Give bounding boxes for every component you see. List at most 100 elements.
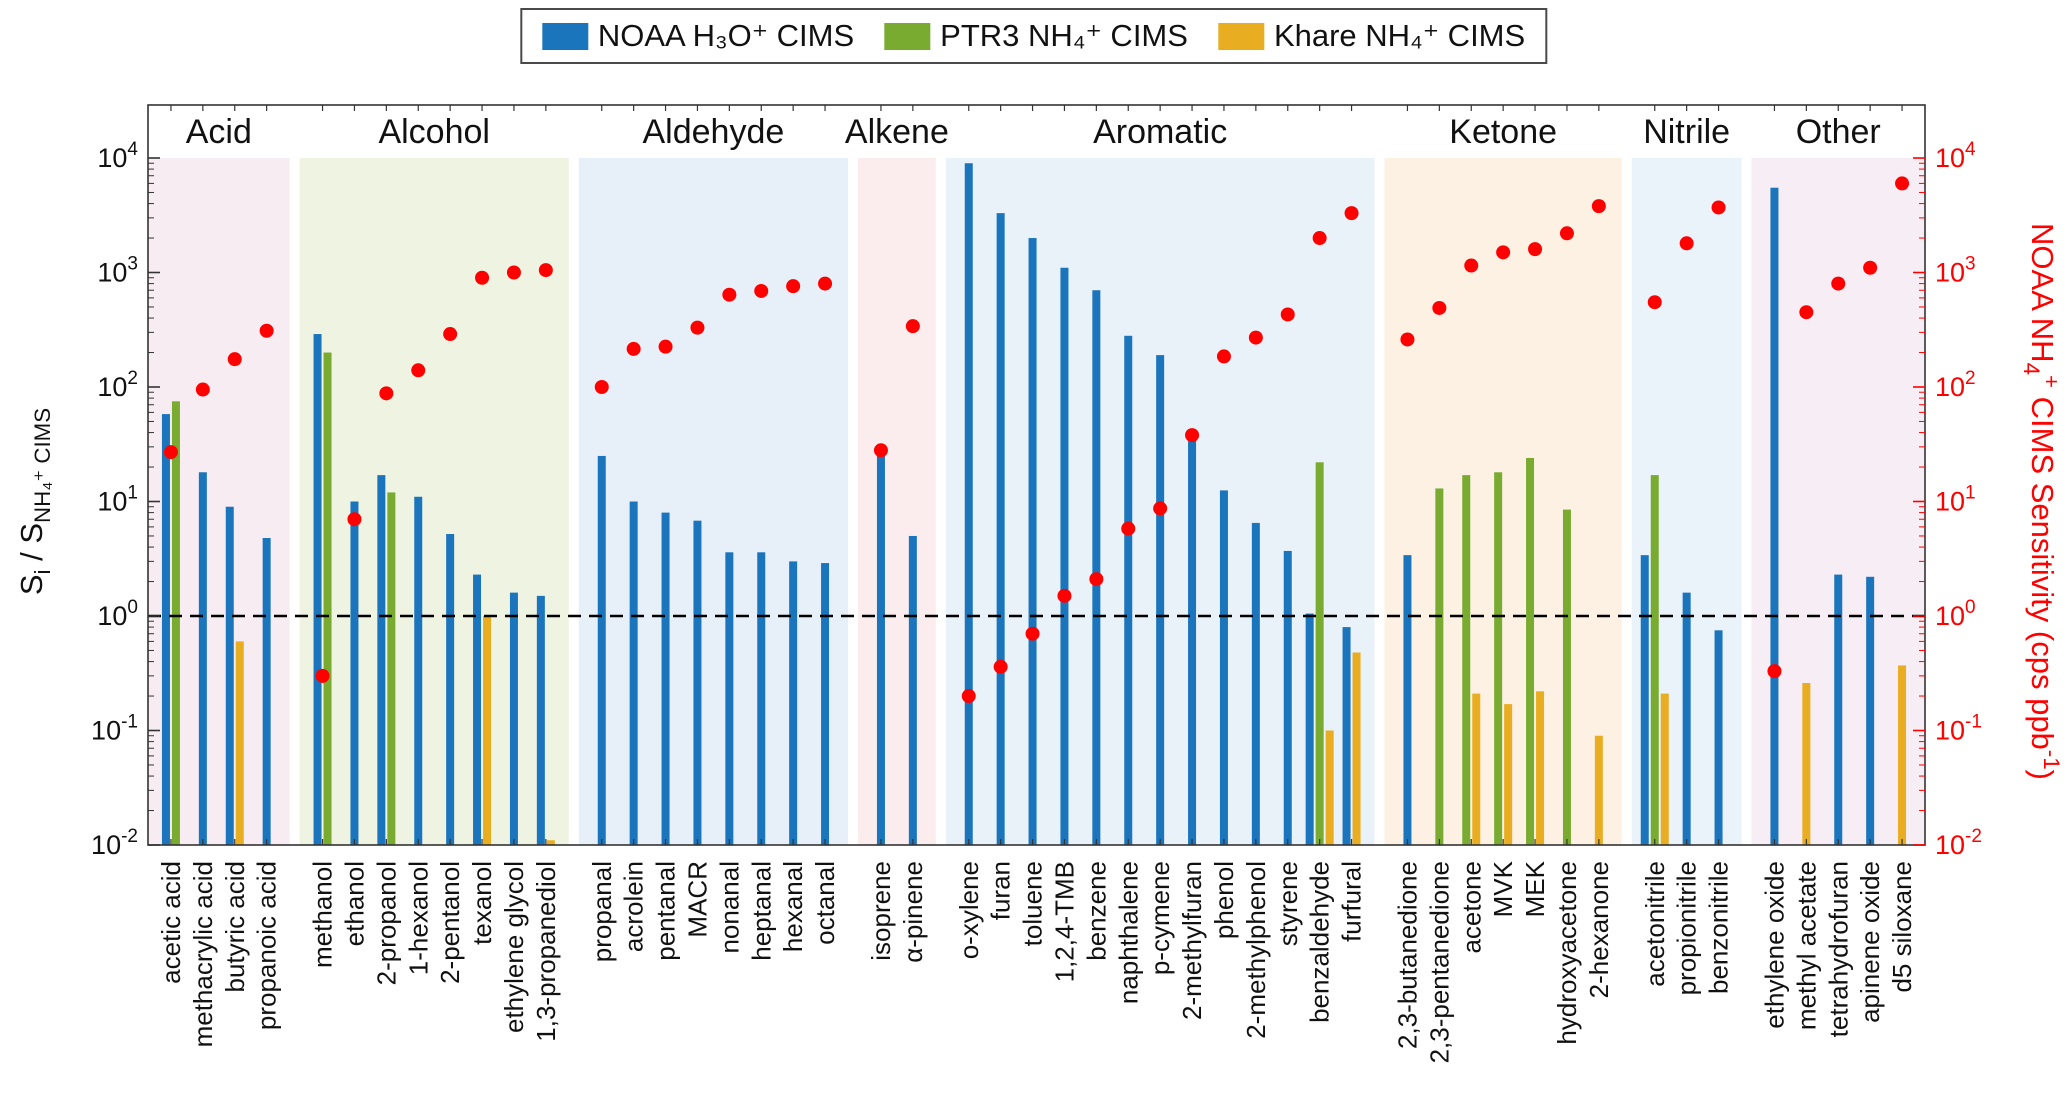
x-label-isoprene: isoprene bbox=[866, 861, 896, 961]
sensitivity-dot-acetic-acid bbox=[163, 445, 178, 460]
x-label-pentanal: pentanal bbox=[651, 861, 681, 961]
bar-ptr3-acetone bbox=[1462, 475, 1471, 845]
bar-ptr3-mvk bbox=[1494, 472, 1503, 845]
bar-h3o-isoprene bbox=[876, 446, 885, 845]
bar-h3o-macr bbox=[693, 520, 702, 845]
x-label-2-propanol: 2-propanol bbox=[371, 861, 401, 985]
bar-khare-furfural bbox=[1352, 652, 1361, 845]
right-tick-label-4: 104 bbox=[1935, 139, 1976, 173]
bar-h3o-1-2-4-tmb bbox=[1060, 267, 1069, 846]
bar-h3o-methacrylic-acid bbox=[198, 472, 207, 845]
bar-h3o-toluene bbox=[1028, 238, 1037, 846]
group-title-acid: Acid bbox=[186, 113, 252, 151]
x-label-2-pentanol: 2-pentanol bbox=[435, 861, 465, 984]
bar-h3o-propionitrile bbox=[1682, 592, 1691, 845]
bar-ptr3-mek bbox=[1526, 457, 1535, 845]
x-label-methacrylic-acid: methacrylic acid bbox=[188, 861, 218, 1047]
bar-h3o-benzaldehyde bbox=[1305, 613, 1314, 845]
sensitivity-dot-propionitrile bbox=[1679, 236, 1694, 251]
bar-h3o-apinene-oxide bbox=[1866, 576, 1875, 845]
bar-h3o-ethylene-glycol bbox=[509, 592, 518, 845]
legend-label-khare-nh4-cims: Khare NH₄⁺ CIMS bbox=[1273, 18, 1526, 53]
sensitivity-dot-1-hexanol bbox=[411, 363, 426, 378]
bar-khare-1-3-propanediol bbox=[546, 840, 555, 845]
left-tick-label-2: 102 bbox=[97, 368, 138, 402]
x-label-methyl-acetate: methyl acetate bbox=[1791, 861, 1821, 1030]
sensitivity-dot-hydroxyacetone bbox=[1559, 226, 1574, 241]
bar-h3o-propanal bbox=[597, 455, 606, 845]
sensitivity-dot-2-hexanone bbox=[1591, 199, 1606, 214]
bar-khare-texanol bbox=[483, 616, 492, 845]
x-label-octanal: octanal bbox=[810, 861, 840, 945]
sensitivity-dot-pinene bbox=[905, 319, 920, 334]
sensitivity-dot-propanal bbox=[594, 380, 609, 394]
legend-label-ptr3-nh4-cims: PTR3 NH₄⁺ CIMS bbox=[940, 18, 1188, 53]
x-label-1-2-4-tmb: 1,2,4-TMB bbox=[1049, 861, 1079, 982]
sensitivity-dot-2-methylfuran bbox=[1185, 428, 1200, 443]
x-label-2-methylfuran: 2-methylfuran bbox=[1177, 861, 1207, 1020]
sensitivity-dot-2-3-pentanedione bbox=[1432, 300, 1447, 315]
x-label-2-3-pentanedione: 2,3-pentanedione bbox=[1424, 861, 1454, 1063]
sensitivity-dot-octanal bbox=[818, 276, 833, 291]
x-label-ethylene-glycol: ethylene glycol bbox=[499, 861, 529, 1033]
x-label-acetonitrile: acetonitrile bbox=[1640, 861, 1670, 987]
bar-h3o-ethanol bbox=[350, 501, 359, 845]
legend-item-khare-nh4-cims: Khare NH₄⁺ CIMS bbox=[1217, 18, 1526, 54]
x-label-propanoic-acid: propanoic acid bbox=[252, 861, 282, 1030]
x-label-mek: MEK bbox=[1520, 860, 1550, 917]
right-tick-label-0: 100 bbox=[1935, 597, 1976, 631]
sensitivity-dot-2-3-butanedione bbox=[1400, 332, 1415, 347]
sensitivity-dot-butyric-acid bbox=[227, 352, 242, 367]
x-label-p-cymene: p-cymene bbox=[1145, 861, 1175, 975]
sensitivity-dot-phenol bbox=[1216, 349, 1231, 364]
left-tick-label-1: 101 bbox=[97, 483, 138, 517]
x-label-1-3-propanediol: 1,3-propanediol bbox=[531, 861, 561, 1042]
x-label-1-hexanol: 1-hexanol bbox=[403, 861, 433, 975]
x-label-ethylene-oxide: ethylene oxide bbox=[1759, 861, 1789, 1029]
sensitivity-dot-acetonitrile bbox=[1647, 295, 1662, 310]
legend-swatch-ptr3-nh4-cims bbox=[884, 22, 931, 50]
right-tick-label-1: 101 bbox=[1935, 483, 1976, 517]
x-label-texanol: texanol bbox=[467, 861, 497, 945]
x-label-propionitrile: propionitrile bbox=[1672, 861, 1702, 995]
sensitivity-dot-2-propanol bbox=[379, 386, 394, 401]
sensitivity-dot-2-methylphenol bbox=[1248, 330, 1263, 345]
sensitivity-dot-1-2-4-tmb bbox=[1057, 588, 1072, 603]
sensitivity-dot-naphthalene bbox=[1121, 521, 1136, 536]
right-tick-label-3: 103 bbox=[1935, 254, 1976, 288]
legend-item-ptr3-nh4-cims: PTR3 NH₄⁺ CIMS bbox=[884, 18, 1188, 54]
x-label-o-xylene: o-xylene bbox=[954, 861, 984, 959]
sensitivity-dot-o-xylene bbox=[961, 689, 976, 704]
x-label-nonanal: nonanal bbox=[714, 861, 744, 954]
sensitivity-dot-methacrylic-acid bbox=[195, 382, 210, 397]
bar-khare-benzaldehyde bbox=[1325, 730, 1334, 845]
x-label-apinene-oxide: apinene oxide bbox=[1855, 861, 1885, 1023]
sensitivity-dot-heptanal bbox=[754, 283, 769, 298]
bar-ptr3-methanol bbox=[323, 352, 332, 845]
left-tick-label-0: 100 bbox=[97, 597, 138, 631]
sensitivity-dot-propanoic-acid bbox=[259, 323, 274, 338]
x-label-2-methylphenol: 2-methylphenol bbox=[1241, 861, 1271, 1039]
bar-ptr3-benzaldehyde bbox=[1315, 462, 1324, 845]
bar-h3o-nonanal bbox=[725, 552, 734, 845]
sensitivity-dot-1-3-propanediol bbox=[538, 263, 553, 278]
sensitivity-dot-ethylene-oxide bbox=[1767, 664, 1782, 679]
bar-h3o-butyric-acid bbox=[225, 506, 234, 845]
bar-khare-mek bbox=[1536, 691, 1545, 845]
right-tick-label--1: 10-1 bbox=[1935, 712, 1982, 746]
bar-khare-mvk bbox=[1504, 704, 1513, 845]
left-tick-label-3: 103 bbox=[97, 254, 138, 288]
bar-h3o-furfural bbox=[1342, 627, 1351, 845]
group-title-aromatic: Aromatic bbox=[1093, 113, 1227, 151]
sensitivity-dot-toluene bbox=[1025, 626, 1040, 641]
bar-h3o-benzonitrile bbox=[1714, 630, 1723, 845]
x-label-pinene: α-pinene bbox=[898, 861, 928, 963]
bar-h3o-texanol bbox=[473, 574, 482, 845]
x-label-mvk: MVK bbox=[1488, 860, 1518, 917]
bar-h3o-2-propanol bbox=[377, 475, 386, 845]
bar-ptr3-acetic-acid bbox=[171, 401, 180, 845]
group-title-nitrile: Nitrile bbox=[1643, 113, 1730, 151]
x-label-naphthalene: naphthalene bbox=[1113, 861, 1143, 1004]
sensitivity-dot-texanol bbox=[475, 270, 490, 285]
x-label-methanol: methanol bbox=[308, 861, 338, 968]
